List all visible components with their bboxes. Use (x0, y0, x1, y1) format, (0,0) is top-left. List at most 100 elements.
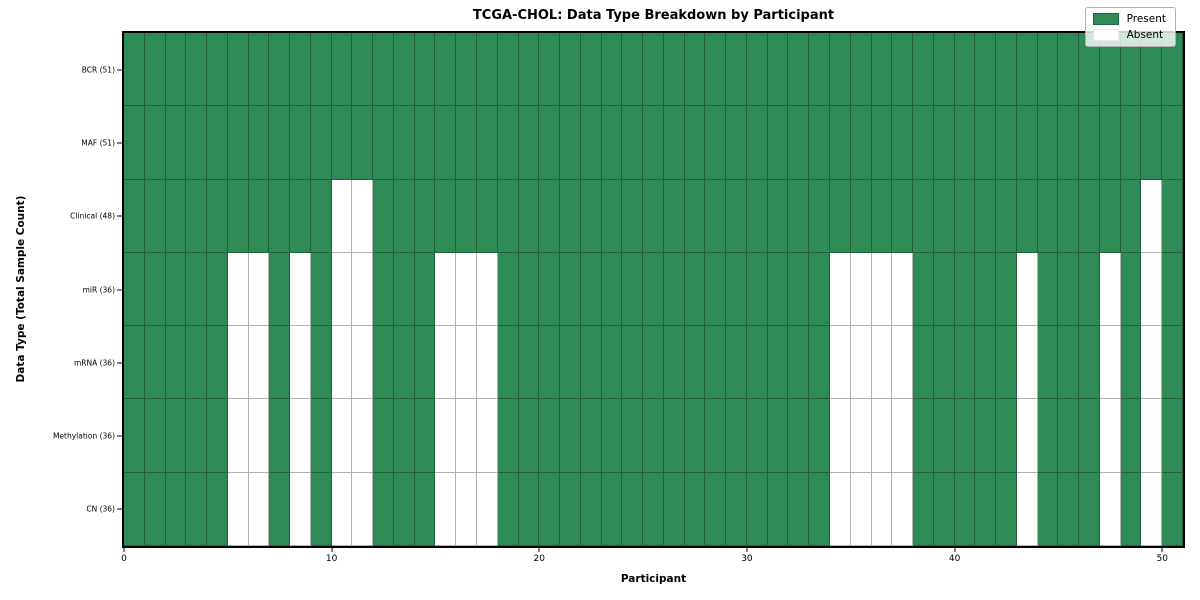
heatmap-cell (1079, 179, 1100, 253)
heatmap-cell (414, 106, 436, 180)
heatmap-cell (393, 252, 415, 327)
heatmap-cell (954, 179, 976, 253)
heatmap-cell (269, 326, 291, 400)
heatmap-cell (144, 252, 166, 327)
legend: Present Absent (1084, 7, 1176, 47)
heatmap-cell (622, 33, 644, 107)
x-tick-mark (1161, 548, 1163, 552)
heatmap-cell (331, 33, 353, 107)
heatmap-cell (331, 179, 353, 253)
heatmap-cell (746, 252, 768, 327)
heatmap-cell (1037, 252, 1059, 327)
heatmap-cell (622, 472, 644, 546)
heatmap-cell (248, 252, 270, 327)
legend-absent-swatch-icon (1092, 29, 1119, 41)
heatmap-cell (829, 33, 851, 107)
heatmap-cell (1037, 472, 1059, 546)
heatmap-cell (539, 472, 561, 546)
heatmap-cell (227, 179, 249, 253)
heatmap-cell (1016, 179, 1038, 253)
heatmap-cell (310, 33, 332, 107)
heatmap-cell (933, 33, 955, 107)
heatmap-cell (622, 326, 644, 400)
heatmap-cell (227, 106, 249, 180)
heatmap-cell (186, 399, 208, 473)
heatmap-cell (1162, 326, 1183, 400)
heatmap-cell (124, 326, 145, 400)
heatmap-cell (1162, 399, 1183, 473)
y-tick-mark (117, 289, 122, 290)
heatmap-cell (497, 252, 519, 327)
x-tick-mark (538, 548, 540, 552)
heatmap-cell (580, 106, 602, 180)
heatmap-cell (1016, 33, 1038, 107)
heatmap-cell (933, 106, 955, 180)
heatmap-cell (913, 106, 934, 180)
heatmap-cell (996, 399, 1017, 473)
heatmap-cell (1141, 252, 1163, 327)
heatmap-cell (622, 106, 644, 180)
x-tick-label: 40 (948, 554, 961, 564)
heatmap-cell (373, 106, 394, 180)
heatmap-cell (1141, 33, 1163, 107)
x-tick-mark (123, 548, 125, 552)
heatmap-cell (933, 399, 955, 473)
heatmap-cell (227, 326, 249, 400)
heatmap-cell (124, 252, 145, 327)
heatmap-cell (850, 33, 872, 107)
x-tick-label: 0 (121, 554, 127, 564)
heatmap-cell (207, 33, 228, 107)
heatmap-cell (663, 106, 685, 180)
heatmap-cell (705, 106, 727, 180)
heatmap-cell (1016, 252, 1038, 327)
heatmap-cell (352, 179, 374, 253)
heatmap-cell (518, 179, 540, 253)
heatmap-cell (497, 399, 519, 473)
heatmap-cell (809, 179, 830, 253)
heatmap-cell (518, 399, 540, 473)
heatmap-cell (1058, 326, 1080, 400)
heatmap-cell (829, 472, 851, 546)
heatmap-cell (310, 106, 332, 180)
heatmap-cell (684, 472, 706, 546)
heatmap-cell (1141, 399, 1163, 473)
heatmap-cell (1058, 179, 1080, 253)
heatmap-cell (207, 106, 228, 180)
heatmap-cell (767, 252, 789, 327)
heatmap-cell (124, 399, 145, 473)
heatmap-cell (290, 472, 311, 546)
legend-present-swatch-icon (1092, 13, 1119, 25)
heatmap-cell (1058, 106, 1080, 180)
x-tick-mark (746, 548, 748, 552)
heatmap-cell (393, 106, 415, 180)
heatmap-cell (476, 326, 498, 400)
heatmap-cell (580, 33, 602, 107)
heatmap-cell (788, 399, 810, 473)
heatmap-cell (1016, 399, 1038, 473)
heatmap-cell (726, 252, 747, 327)
heatmap-cell (1037, 179, 1059, 253)
heatmap-cell (850, 399, 872, 473)
heatmap-cell (144, 399, 166, 473)
heatmap-cell (497, 472, 519, 546)
heatmap-cell (414, 326, 436, 400)
heatmap-cell (892, 472, 914, 546)
heatmap-cell (746, 472, 768, 546)
heatmap-cell (539, 106, 561, 180)
heatmap-cell (1120, 399, 1142, 473)
heatmap-cell (144, 33, 166, 107)
heatmap-cell (726, 326, 747, 400)
heatmap-cell (1141, 472, 1163, 546)
heatmap-cell (643, 33, 664, 107)
y-tick-label: Methylation (36) (52, 431, 115, 441)
heatmap-cell (1016, 326, 1038, 400)
heatmap-cell (393, 179, 415, 253)
heatmap-cell (809, 472, 830, 546)
heatmap-cell (684, 106, 706, 180)
heatmap-cell (560, 399, 581, 473)
heatmap-cell (1162, 33, 1183, 107)
heatmap-cell (663, 33, 685, 107)
heatmap-cell (290, 33, 311, 107)
heatmap-cell (996, 106, 1017, 180)
y-tick-mark (117, 69, 122, 71)
